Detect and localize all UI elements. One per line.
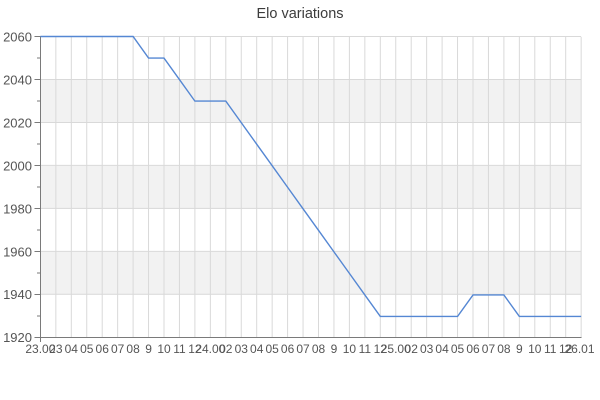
- svg-text:08: 08: [497, 342, 511, 356]
- svg-text:10: 10: [343, 342, 357, 356]
- svg-text:23: 23: [49, 342, 63, 356]
- svg-text:23.00: 23.00: [25, 342, 55, 356]
- svg-text:08: 08: [312, 342, 326, 356]
- svg-text:10: 10: [528, 342, 542, 356]
- svg-text:12: 12: [559, 342, 573, 356]
- svg-text:12: 12: [374, 342, 388, 356]
- svg-text:07: 07: [111, 342, 125, 356]
- svg-text:07: 07: [482, 342, 496, 356]
- svg-text:06: 06: [466, 342, 480, 356]
- svg-text:04: 04: [65, 342, 79, 356]
- svg-text:1920: 1920: [3, 330, 32, 345]
- svg-text:26.01: 26.01: [564, 342, 594, 356]
- svg-text:1980: 1980: [3, 201, 32, 216]
- svg-text:11: 11: [544, 342, 557, 356]
- svg-text:05: 05: [265, 342, 279, 356]
- svg-text:Elo variations: Elo variations: [256, 6, 343, 22]
- svg-text:02: 02: [219, 342, 233, 356]
- svg-text:02: 02: [405, 342, 419, 356]
- svg-text:06: 06: [281, 342, 295, 356]
- svg-text:03: 03: [420, 342, 434, 356]
- svg-text:2040: 2040: [3, 72, 32, 87]
- svg-text:03: 03: [235, 342, 249, 356]
- svg-text:2020: 2020: [3, 115, 32, 130]
- svg-text:9: 9: [516, 342, 523, 356]
- svg-text:11: 11: [359, 342, 372, 356]
- svg-text:05: 05: [451, 342, 465, 356]
- svg-text:04: 04: [435, 342, 449, 356]
- svg-text:9: 9: [331, 342, 338, 356]
- svg-text:12: 12: [188, 342, 202, 356]
- svg-text:24.00: 24.00: [195, 342, 225, 356]
- svg-text:10: 10: [157, 342, 171, 356]
- svg-text:2000: 2000: [3, 158, 32, 173]
- svg-text:07: 07: [296, 342, 310, 356]
- svg-text:05: 05: [80, 342, 94, 356]
- svg-text:1940: 1940: [3, 287, 32, 302]
- svg-text:9: 9: [145, 342, 152, 356]
- svg-text:11: 11: [173, 342, 186, 356]
- svg-text:04: 04: [250, 342, 264, 356]
- svg-text:1960: 1960: [3, 244, 32, 259]
- svg-text:06: 06: [96, 342, 110, 356]
- svg-text:2060: 2060: [3, 30, 32, 45]
- svg-text:08: 08: [126, 342, 140, 356]
- svg-text:25.00: 25.00: [381, 342, 411, 356]
